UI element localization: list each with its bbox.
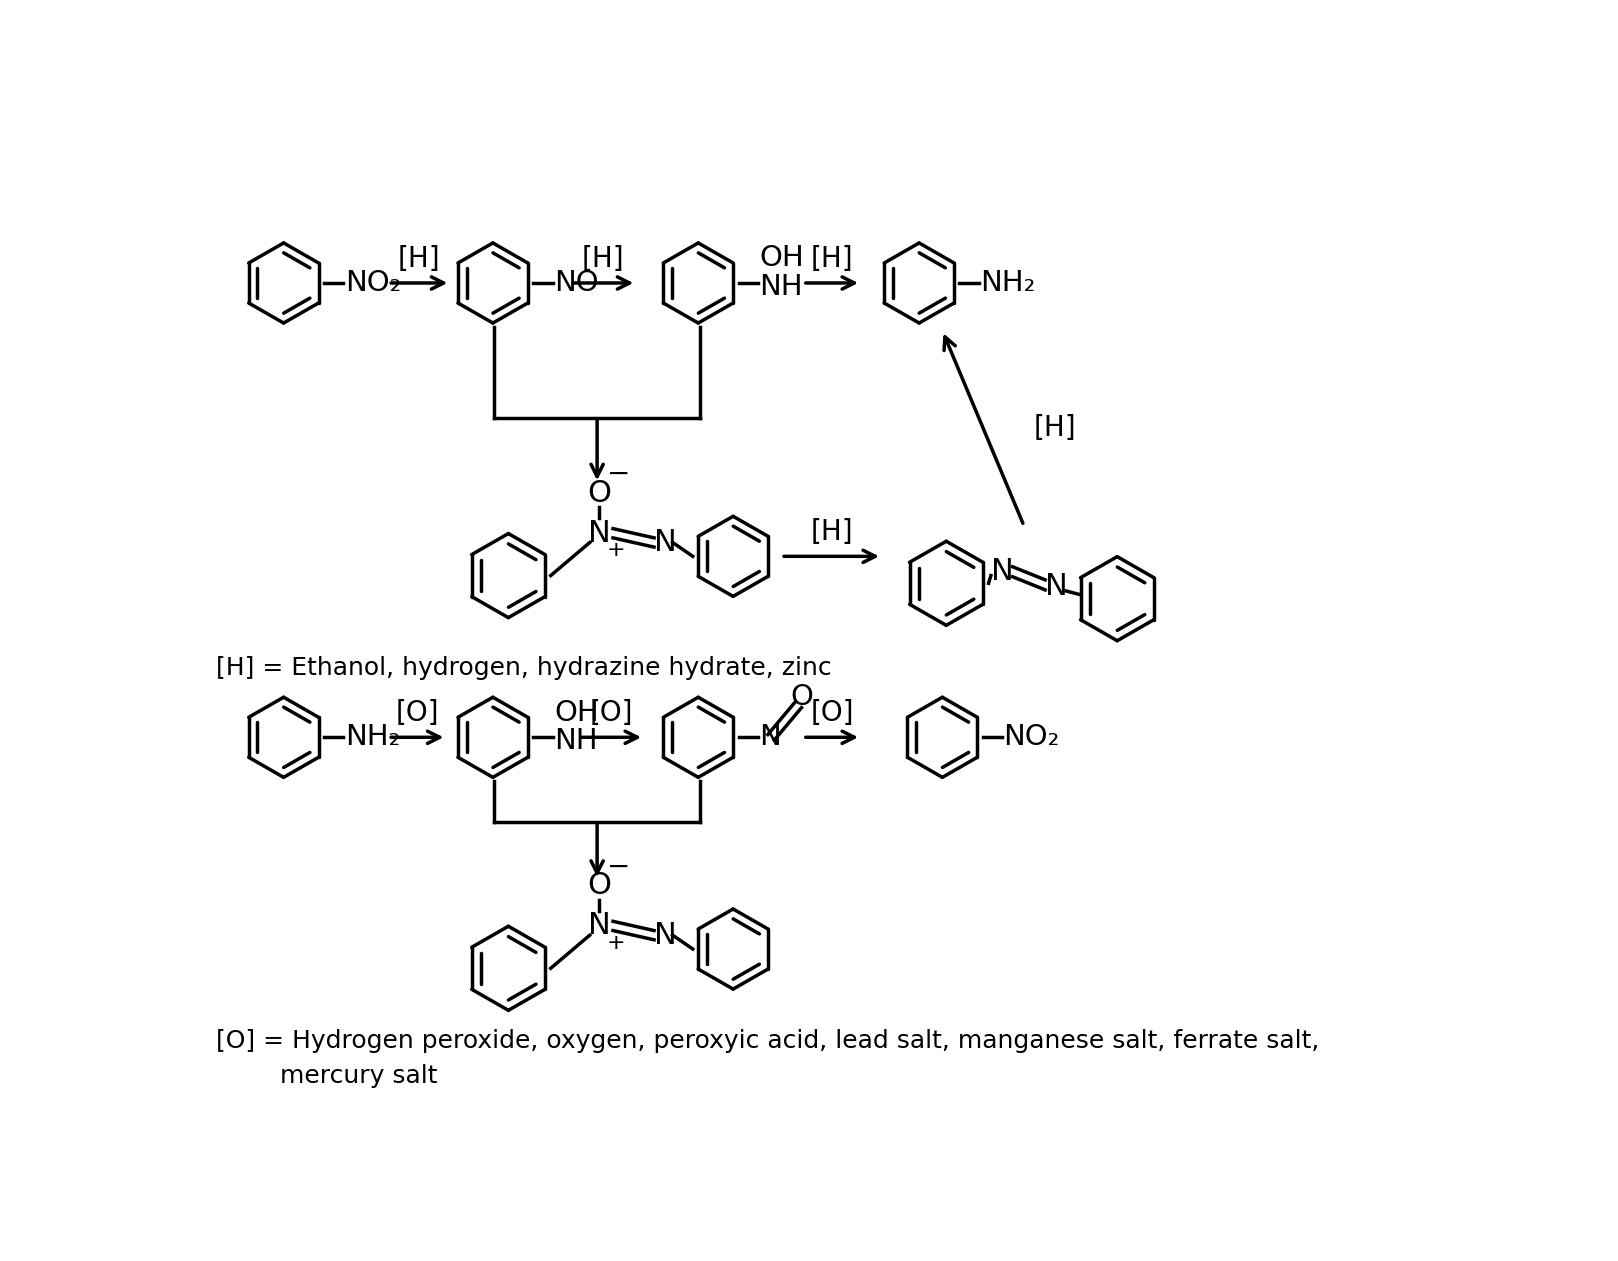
Text: [H]: [H]	[811, 245, 853, 272]
Text: [O]: [O]	[395, 700, 438, 728]
Text: OH: OH	[759, 245, 804, 272]
Text: NO₂: NO₂	[1003, 724, 1060, 752]
Text: O: O	[587, 479, 612, 508]
Text: [H]: [H]	[398, 245, 440, 272]
Text: +: +	[607, 540, 626, 560]
Text: N: N	[587, 912, 610, 941]
Text: NO: NO	[553, 269, 599, 298]
Text: [O]: [O]	[811, 700, 854, 728]
Text: [O]: [O]	[589, 700, 633, 728]
Text: N: N	[587, 518, 610, 547]
Text: [H]: [H]	[582, 245, 625, 272]
Text: −: −	[607, 852, 629, 880]
Text: N: N	[759, 724, 781, 752]
Text: NH: NH	[553, 728, 597, 755]
Text: O: O	[791, 683, 814, 711]
Text: NH: NH	[759, 272, 803, 301]
Text: NH₂: NH₂	[981, 269, 1036, 298]
Text: [H] = Ethanol, hydrogen, hydrazine hydrate, zinc: [H] = Ethanol, hydrogen, hydrazine hydra…	[217, 656, 832, 680]
Text: −: −	[607, 460, 629, 488]
Text: [O] = Hydrogen peroxide, oxygen, peroxyic acid, lead salt, manganese salt, ferra: [O] = Hydrogen peroxide, oxygen, peroxyi…	[217, 1029, 1320, 1053]
Text: +: +	[607, 933, 626, 953]
Text: [H]: [H]	[811, 518, 853, 546]
Text: N: N	[654, 921, 676, 950]
Text: N: N	[654, 528, 676, 557]
Text: [H]: [H]	[1034, 415, 1076, 443]
Text: O: O	[587, 871, 612, 900]
Text: NO₂: NO₂	[345, 269, 401, 298]
Text: mercury salt: mercury salt	[217, 1064, 438, 1088]
Text: OH: OH	[553, 699, 599, 726]
Text: N: N	[1045, 572, 1068, 601]
Text: NH₂: NH₂	[345, 724, 400, 752]
Text: N: N	[992, 557, 1014, 586]
